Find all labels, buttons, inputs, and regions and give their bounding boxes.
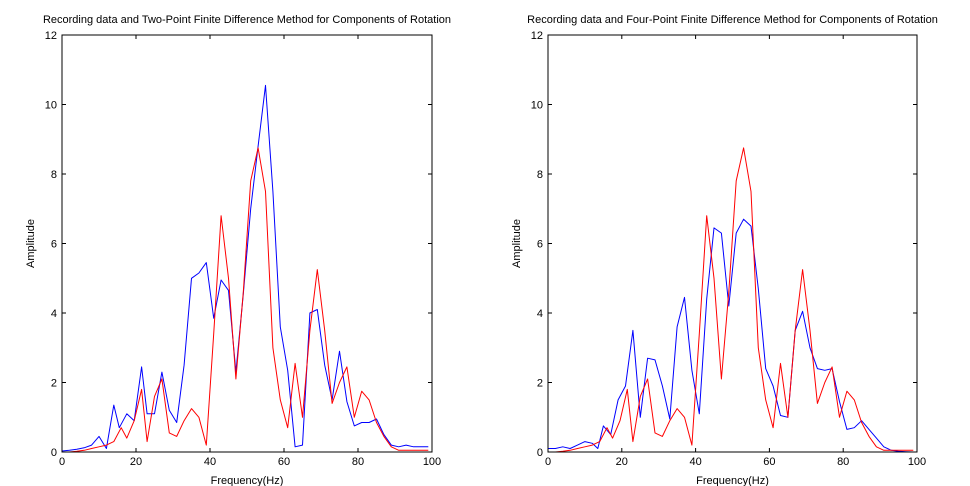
- x-tick-label: 100: [423, 456, 441, 468]
- plot-lines: [61, 84, 429, 453]
- x-axis-label: Frequency(Hz): [696, 475, 769, 486]
- series-line-red: [62, 147, 429, 453]
- y-tick-label: 10: [531, 100, 543, 112]
- y-ticks: 0 2 4 6 8 10 12: [45, 30, 432, 459]
- y-tick-label: 4: [51, 308, 57, 320]
- y-axis-label: Amplitude: [25, 219, 37, 268]
- series-line-blue: [548, 218, 914, 453]
- chart-four-point: Recording data and Four-Point Finite Dif…: [511, 14, 938, 486]
- y-axis-label: Amplitude: [511, 219, 523, 268]
- y-tick-label: 6: [537, 239, 543, 251]
- chart-title: Recording data and Four-Point Finite Dif…: [527, 14, 938, 26]
- x-tick-label: 0: [59, 456, 65, 468]
- y-tick-label: 6: [51, 239, 57, 251]
- x-axis-label: Frequency(Hz): [211, 475, 284, 486]
- y-tick-label: 2: [537, 378, 543, 390]
- x-tick-label: 60: [278, 456, 290, 468]
- chart-title: Recording data and Two-Point Finite Diff…: [43, 14, 451, 26]
- y-tick-label: 8: [51, 169, 57, 181]
- chart-two-point: Recording data and Two-Point Finite Diff…: [25, 14, 451, 486]
- x-tick-label: 80: [837, 456, 849, 468]
- y-tick-label: 10: [45, 100, 57, 112]
- y-tick-label: 8: [537, 169, 543, 181]
- y-tick-label: 0: [537, 447, 543, 459]
- x-tick-label: 20: [616, 456, 628, 468]
- x-tick-label: 60: [763, 456, 775, 468]
- x-tick-label: 40: [689, 456, 701, 468]
- y-tick-label: 4: [537, 308, 543, 320]
- x-tick-label: 0: [545, 456, 551, 468]
- x-tick-label: 20: [130, 456, 142, 468]
- y-tick-label: 2: [51, 378, 57, 390]
- x-ticks: 0 20 40 60 80 100: [545, 35, 926, 468]
- x-tick-label: 40: [204, 456, 216, 468]
- y-ticks: 0 2 4 6 8 10 12: [531, 30, 917, 459]
- x-ticks: 0 20 40 60 80 100: [59, 35, 441, 468]
- x-tick-label: 80: [352, 456, 364, 468]
- y-tick-label: 0: [51, 447, 57, 459]
- y-tick-label: 12: [531, 30, 543, 42]
- plot-lines: [548, 147, 914, 453]
- series-line-red: [548, 147, 914, 453]
- x-tick-label: 100: [908, 456, 926, 468]
- y-tick-label: 12: [45, 30, 57, 42]
